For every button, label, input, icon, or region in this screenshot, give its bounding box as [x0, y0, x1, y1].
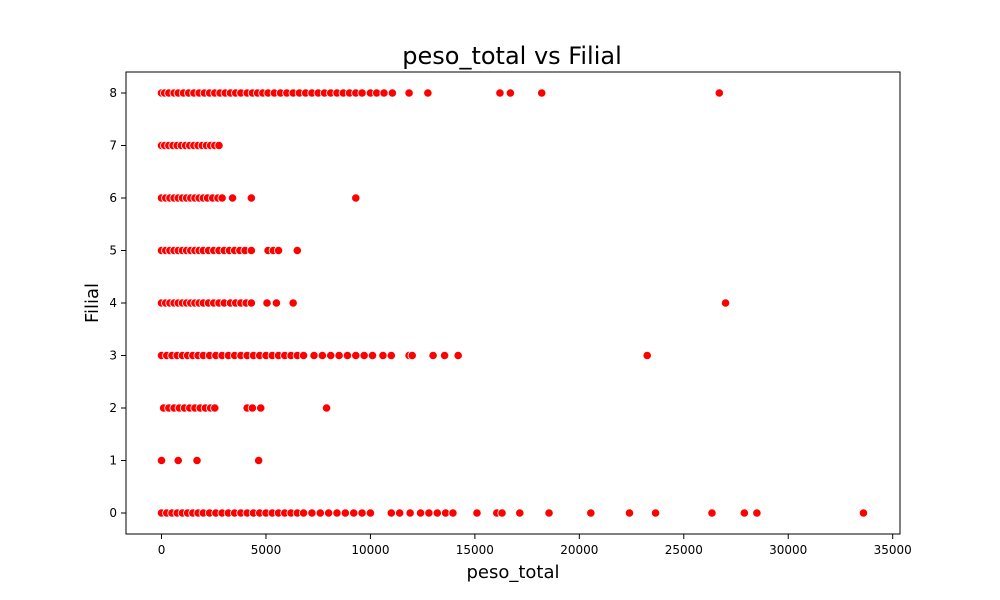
data-point [858, 508, 869, 518]
y-tick-label: 6 [109, 191, 117, 205]
data-point [428, 350, 438, 361]
data-point [367, 350, 378, 361]
data-point [359, 350, 369, 361]
y-tick-label: 8 [109, 86, 117, 100]
ticks-layer: 0 5000 10000 15000 20000 25000 30000 35000 0 1 2 3 4… [109, 86, 911, 557]
data-point [714, 88, 724, 98]
x-tick-label: 35000 [874, 543, 912, 557]
data-point [173, 455, 183, 466]
data-point [378, 350, 388, 361]
data-point [515, 508, 525, 518]
data-point [404, 88, 414, 98]
data-point [288, 298, 298, 308]
x-tick-label: 10000 [351, 543, 389, 557]
data-point [321, 403, 332, 413]
data-point [247, 403, 257, 413]
data-point [271, 298, 282, 308]
data-point [423, 88, 433, 98]
data-point [386, 350, 396, 361]
data-point [254, 455, 264, 466]
data-point [351, 350, 361, 361]
data-point [309, 350, 319, 361]
data-point [298, 350, 309, 361]
data-point [720, 298, 731, 308]
data-point [472, 508, 482, 518]
data-point [505, 88, 515, 98]
y-tick-label: 4 [109, 296, 117, 310]
data-point [395, 508, 405, 518]
data-point [227, 193, 238, 203]
data-point [357, 88, 367, 98]
data-point [326, 350, 336, 361]
y-tick-label: 3 [109, 349, 117, 363]
data-point [246, 193, 256, 203]
data-point [415, 508, 426, 518]
data-point [342, 350, 353, 361]
data-point [256, 403, 266, 413]
data-point [192, 455, 202, 466]
data-point [156, 455, 167, 466]
data-point [273, 245, 284, 256]
data-point [387, 88, 397, 98]
data-point [642, 350, 652, 361]
data-point [298, 508, 309, 518]
data-point [332, 508, 342, 518]
data-point [439, 350, 450, 361]
y-tick-label: 1 [109, 454, 117, 468]
x-tick-label: 0 [158, 543, 166, 557]
data-point [405, 508, 415, 518]
data-point [324, 508, 334, 518]
data-point [386, 508, 396, 518]
data-point [453, 350, 463, 361]
x-axis-label: peso_total [466, 562, 559, 583]
data-point [340, 508, 350, 518]
data-point [292, 245, 302, 256]
data-point [246, 298, 256, 308]
data-point [317, 350, 327, 361]
data-point [432, 508, 442, 518]
plot-frame [125, 71, 901, 535]
data-point [315, 508, 325, 518]
data-point [246, 245, 256, 256]
x-tick-label: 5000 [251, 543, 282, 557]
data-point [739, 508, 749, 518]
data-point [586, 508, 596, 518]
data-point [537, 88, 547, 98]
data-point [357, 508, 367, 518]
data-point [424, 508, 434, 518]
chart-title: peso_total vs Filial [402, 42, 621, 70]
data-point [650, 508, 661, 518]
data-point [379, 88, 389, 98]
data-point [448, 508, 458, 518]
data-point [210, 403, 220, 413]
data-point [334, 350, 344, 361]
data-point [351, 193, 361, 203]
data-point [307, 508, 317, 518]
data-point [262, 298, 272, 308]
data-point [752, 508, 762, 518]
data-point [365, 508, 376, 518]
data-point [497, 508, 507, 518]
y-tick-label: 2 [109, 401, 117, 415]
x-tick-label: 30000 [769, 543, 807, 557]
data-point [624, 508, 635, 518]
data-point [214, 140, 224, 151]
data-point [544, 508, 554, 518]
x-tick-label: 20000 [560, 543, 598, 557]
y-tick-label: 5 [109, 244, 117, 258]
x-tick-label: 15000 [456, 543, 494, 557]
y-tick-label: 0 [109, 506, 117, 520]
x-tick-label: 25000 [665, 543, 703, 557]
data-point [707, 508, 717, 518]
data-point [349, 508, 359, 518]
y-tick-label: 7 [109, 139, 117, 153]
data-point [407, 350, 417, 361]
y-axis-label: Filial [82, 283, 103, 323]
data-point [495, 88, 505, 98]
data-point [217, 193, 227, 203]
points-layer [156, 88, 869, 518]
